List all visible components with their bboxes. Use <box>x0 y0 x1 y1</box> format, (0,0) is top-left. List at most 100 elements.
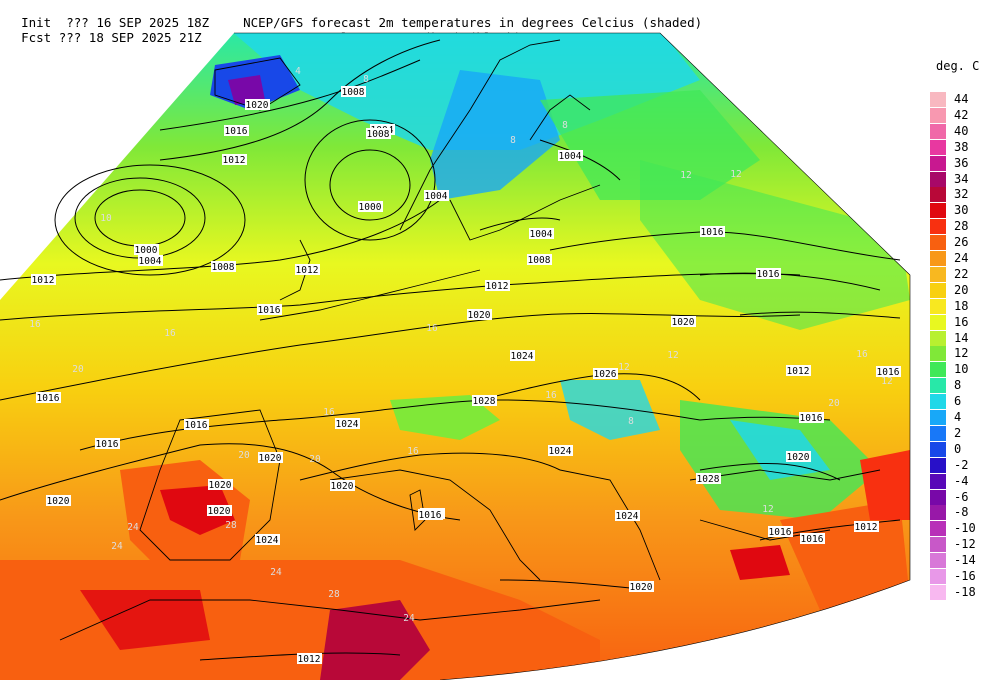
legend-label: -6 <box>954 489 969 504</box>
legend-swatch <box>930 489 946 505</box>
legend-title: deg. C <box>936 59 980 73</box>
legend-swatch <box>930 235 946 251</box>
legend-row: -14 <box>930 553 1000 569</box>
legend-label: 18 <box>954 298 969 313</box>
isobar-label: 1024 <box>549 446 572 457</box>
legend-row: 8 <box>930 378 1000 394</box>
legend-label: 22 <box>954 266 969 281</box>
temperature-label: 16 <box>856 349 868 360</box>
legend-swatch <box>930 107 946 123</box>
legend-row: 16 <box>930 314 1000 331</box>
temperature-label: 12 <box>618 362 629 373</box>
isobar-label-bg <box>366 128 391 139</box>
legend-row: 14 <box>930 330 1000 347</box>
isobar-label-bg <box>529 228 554 239</box>
legend-swatch <box>930 505 946 521</box>
temperature-label: 12 <box>667 350 678 361</box>
legend-row: -16 <box>930 569 1000 585</box>
legend-label: 4 <box>954 410 962 424</box>
temperature-pressure-map: 1020101610121008100410001004100010081004… <box>0 32 911 680</box>
isobar-label: 1028 <box>473 396 496 407</box>
legend-swatch <box>930 410 946 425</box>
isobar-label-bg <box>527 254 552 265</box>
legend-label: -2 <box>954 457 969 472</box>
isobar-label-bg <box>558 150 583 161</box>
isobar-label-bg <box>222 154 247 165</box>
legend-row: 22 <box>930 266 1000 283</box>
legend-row: 24 <box>930 251 1000 267</box>
isobar-label: 1020 <box>47 496 70 507</box>
isobar-label-bg <box>485 280 510 291</box>
isobar-label: 1016 <box>757 269 780 280</box>
isobar-label-bg <box>786 365 811 376</box>
legend-label: 16 <box>954 314 969 329</box>
isobar-label-bg <box>671 316 696 327</box>
legend-label: 2 <box>954 425 962 440</box>
legend-swatch <box>930 346 946 362</box>
legend-label: 40 <box>954 123 969 138</box>
legend-label: 28 <box>954 219 969 234</box>
forecast-title-text: NCEP/GFS forecast 2m temperatures in deg… <box>243 15 703 30</box>
isobar-label-bg <box>696 473 721 484</box>
isobar-label: 1016 <box>801 534 824 545</box>
isobar-label-bg <box>211 261 236 272</box>
isobar-label: 1020 <box>208 506 231 517</box>
legend-swatch <box>930 441 946 457</box>
legend-label: -4 <box>954 473 969 488</box>
isobar-label: 1004 <box>559 151 582 162</box>
legend-swatch <box>930 282 946 298</box>
isobar-label: 1020 <box>630 582 653 593</box>
isobar-label: 1012 <box>486 281 509 292</box>
legend-label: 30 <box>954 203 969 218</box>
isobar-label-bg <box>95 438 120 449</box>
isobar-label-bg <box>258 452 283 463</box>
isobar-label: 1004 <box>425 191 448 202</box>
isobar-label-bg <box>257 304 282 315</box>
isobar-label: 1004 <box>530 229 553 240</box>
isobar-label-bg <box>467 309 492 320</box>
isobar-label-bg <box>208 479 233 490</box>
isobar-label-bg <box>854 521 879 532</box>
isobar-label-bg <box>629 581 654 592</box>
isobar-label: 1020 <box>246 100 269 111</box>
temperature-label: 16 <box>323 407 335 418</box>
legend-row: 42 <box>930 107 1000 124</box>
isobar-label-bg <box>330 480 355 491</box>
isobar-label: 1020 <box>259 453 282 464</box>
temperature-label: 20 <box>72 364 84 375</box>
temperature-label: 4 <box>295 66 301 77</box>
legend-swatch <box>930 123 946 139</box>
isobar-label: 1016 <box>37 393 60 404</box>
legend-row: 18 <box>930 298 1000 315</box>
temperature-label: 12 <box>881 376 892 387</box>
temperature-legend: 44 42 40 38 36 34 32 30 28 26 24 22 20 18 16 14 12 10 8 6 4 2… <box>930 92 1000 600</box>
legend-row: -10 <box>930 521 1000 537</box>
isobar-label-bg <box>358 201 383 212</box>
legend-label: 38 <box>954 139 969 154</box>
legend-label: 34 <box>954 171 969 186</box>
temperature-label: 24 <box>270 567 282 578</box>
legend-swatch <box>930 584 946 600</box>
temperature-label: 24 <box>403 613 415 624</box>
legend-label: 26 <box>954 235 969 250</box>
legend-swatch <box>930 155 946 171</box>
legend-label: -8 <box>954 505 969 520</box>
isobar-label: 1024 <box>616 511 639 522</box>
isobar-label: 1004 <box>139 256 162 267</box>
legend-swatch <box>930 314 946 330</box>
legend-swatch <box>930 92 946 107</box>
isobar-label-bg <box>184 419 209 430</box>
temperature-label: 12 <box>680 170 691 181</box>
isobar-label-bg <box>472 395 497 406</box>
isobars <box>0 39 901 661</box>
legend-label: -14 <box>954 553 976 568</box>
legend-row: 28 <box>930 219 1000 235</box>
temperature-label: 28 <box>225 520 237 531</box>
isobar-label-bg <box>756 268 781 279</box>
forecast-time-text: Fcst ??? 18 SEP 2025 21Z <box>21 30 202 45</box>
isobar-label-bg <box>700 226 725 237</box>
legend-label: 42 <box>954 107 969 122</box>
isobar-label: 1008 <box>342 87 365 98</box>
temperature-label: 20 <box>309 454 321 465</box>
